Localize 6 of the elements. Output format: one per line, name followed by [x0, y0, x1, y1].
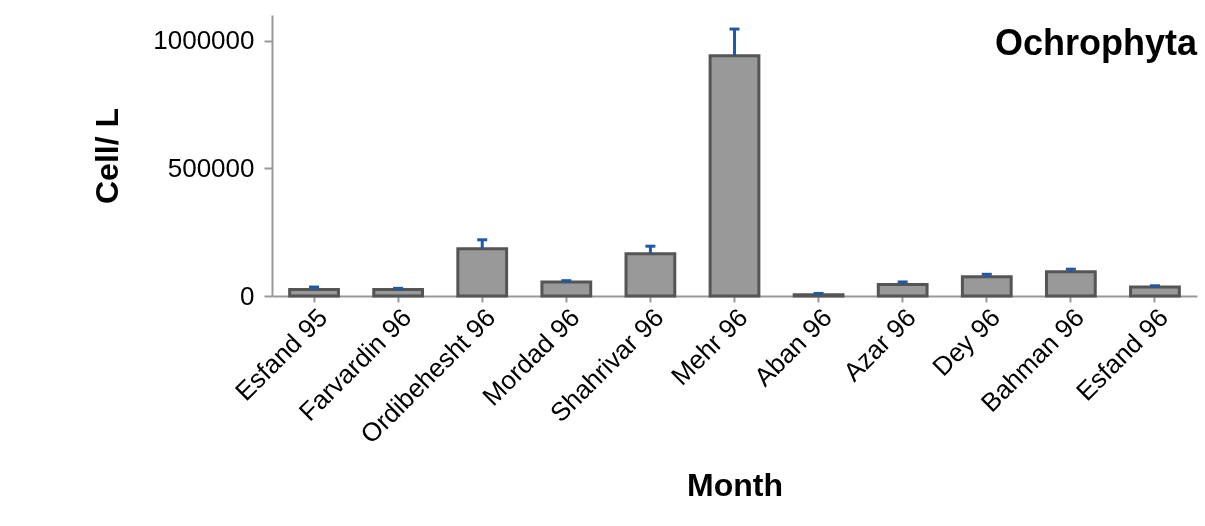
y-tick-label: 1000000: [153, 25, 255, 56]
x-axis-title: Month: [687, 466, 783, 503]
y-tick-label: 0: [240, 280, 255, 311]
y-axis-title: Cell/ L: [89, 107, 126, 205]
chart-title: Ochrophyta: [994, 22, 1198, 63]
y-tick-label: 500000: [167, 152, 255, 183]
